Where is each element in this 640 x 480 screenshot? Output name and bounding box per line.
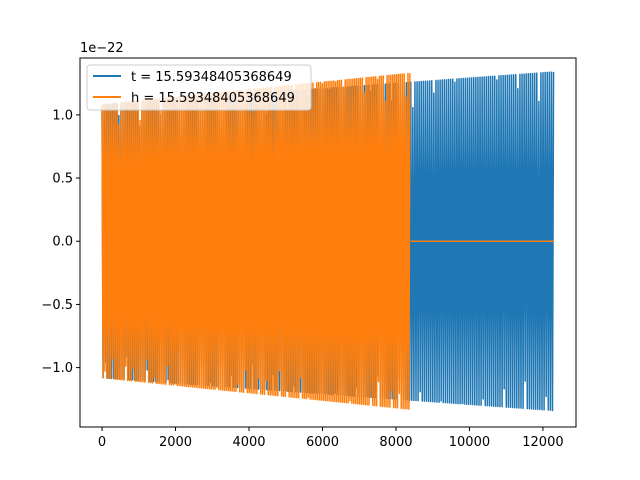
- y-tick-label: −0.5: [41, 298, 73, 313]
- x-tick-label: 12000: [522, 435, 563, 450]
- legend-label-t: t = 15.59348405368649: [131, 70, 292, 85]
- x-tick-label: 6000: [306, 435, 339, 450]
- x-tick-label: 10000: [449, 435, 490, 450]
- legend-label-h: h = 15.59348405368649: [131, 91, 295, 106]
- plot-area: [101, 71, 555, 412]
- legend-box: [86, 64, 312, 111]
- y-tick-label: −1.0: [41, 361, 73, 376]
- y-tick-label: 0.0: [52, 235, 73, 250]
- x-tick-label: 8000: [379, 435, 412, 450]
- y-tick-label: 0.5: [52, 172, 73, 187]
- y-offset-label: 1e−22: [80, 41, 124, 56]
- legend: t = 15.59348405368649 h = 15.59348405368…: [86, 64, 312, 111]
- x-axis: 0 2000 4000 6000 8000 10000 12000: [98, 427, 564, 450]
- x-tick-label: 2000: [159, 435, 192, 450]
- x-tick-label: 4000: [232, 435, 265, 450]
- series-layer: [101, 71, 555, 412]
- y-tick-label: 1.0: [52, 108, 73, 123]
- y-axis: −1.0 −0.5 0.0 0.5 1.0: [41, 108, 80, 376]
- axes-frame: [79, 57, 577, 428]
- x-tick-label: 0: [98, 435, 106, 450]
